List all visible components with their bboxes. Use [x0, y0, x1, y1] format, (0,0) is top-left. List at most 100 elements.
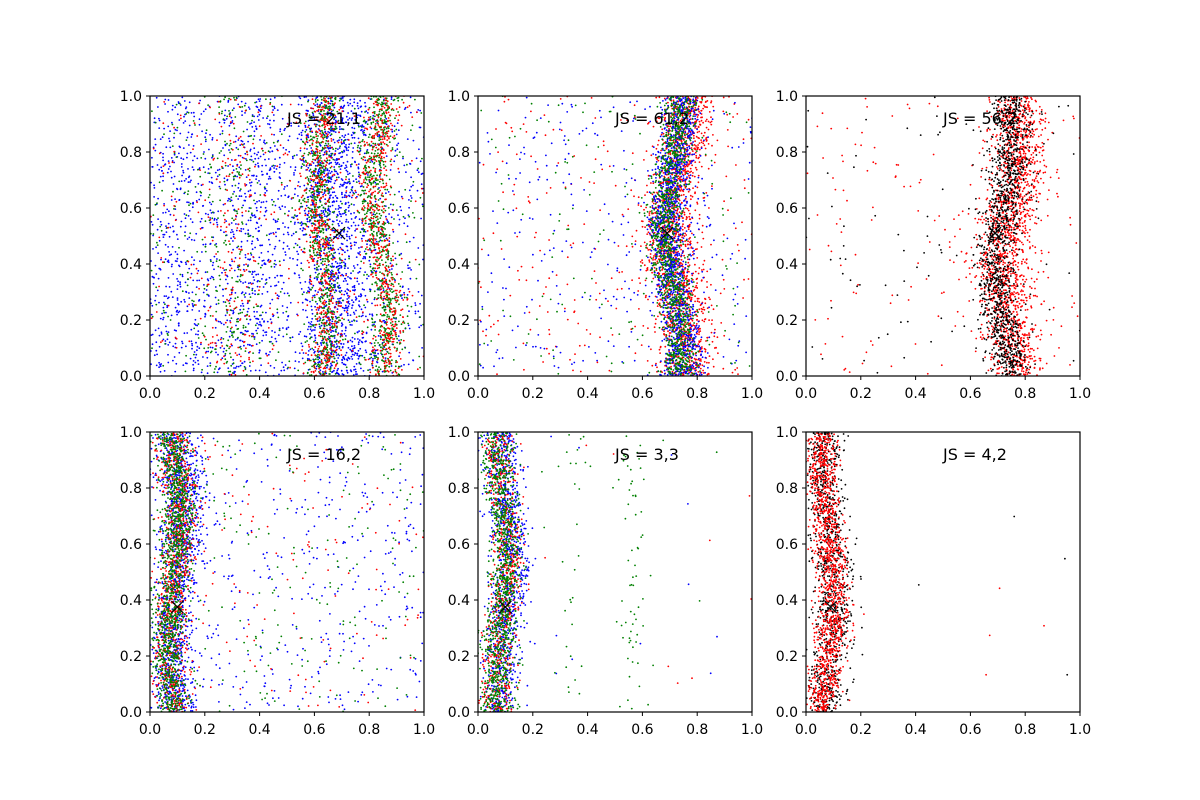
scatter-point — [276, 109, 279, 111]
scatter-point — [300, 104, 303, 106]
scatter-point — [322, 243, 325, 246]
scatter-point — [370, 98, 373, 100]
scatter-point — [186, 152, 189, 155]
scatter-point — [328, 368, 331, 371]
series-3 — [150, 96, 424, 376]
scatter-point — [316, 311, 319, 314]
scatter-point — [184, 281, 187, 284]
scatter-point — [156, 241, 158, 244]
scatter-point — [310, 371, 313, 373]
scatter-point — [183, 179, 186, 182]
scatter-point — [232, 336, 234, 338]
scatter-point — [396, 347, 398, 350]
scatter-point — [381, 314, 383, 317]
scatter-point — [234, 116, 237, 118]
scatter-point — [325, 253, 328, 256]
scatter-point — [358, 361, 361, 364]
scatter-point — [378, 113, 380, 116]
scatter-point — [398, 320, 400, 323]
scatter-point — [304, 126, 307, 128]
scatter-point — [229, 142, 232, 145]
scatter-point — [316, 229, 318, 232]
scatter-point — [340, 215, 342, 218]
scatter-point — [364, 101, 366, 104]
scatter-point — [324, 183, 326, 186]
scatter-point — [384, 329, 386, 332]
scatter-point — [350, 196, 353, 199]
scatter-point — [175, 310, 178, 313]
scatter-point — [251, 126, 254, 128]
scatter-point — [284, 206, 286, 208]
scatter-point — [299, 281, 302, 284]
scatter-point — [380, 103, 382, 106]
scatter-point — [283, 292, 286, 295]
scatter-point — [244, 102, 247, 105]
scatter-point — [186, 310, 189, 312]
scatter-point — [300, 131, 303, 134]
scatter-point — [374, 281, 377, 284]
scatter-point — [299, 122, 302, 125]
scatter-point — [359, 106, 362, 108]
scatter-point — [342, 140, 345, 142]
scatter-point — [317, 187, 319, 190]
scatter-point — [157, 327, 160, 330]
scatter-point — [316, 156, 319, 159]
scatter-point — [410, 111, 412, 114]
scatter-point — [255, 206, 258, 209]
scatter-point — [348, 255, 350, 257]
scatter-point — [247, 233, 250, 236]
scatter-point — [385, 253, 387, 256]
scatter-point — [233, 367, 235, 369]
scatter-point — [345, 218, 348, 221]
scatter-point — [364, 340, 367, 343]
scatter-point — [322, 371, 324, 373]
scatter-point — [307, 126, 309, 128]
scatter-point — [155, 96, 158, 99]
scatter-point — [160, 170, 163, 172]
scatter-point — [314, 224, 317, 227]
scatter-point — [213, 219, 216, 221]
scatter-point — [386, 221, 389, 224]
scatter-point — [326, 252, 328, 254]
scatter-point — [318, 297, 321, 300]
scatter-point — [353, 136, 356, 139]
scatter-point — [325, 360, 327, 363]
scatter-point — [256, 285, 259, 288]
scatter-point — [358, 211, 361, 214]
scatter-point — [368, 288, 371, 291]
scatter-point — [383, 119, 386, 121]
scatter-point — [363, 274, 365, 276]
scatter-point — [309, 241, 312, 244]
scatter-point — [299, 212, 301, 215]
scatter-point — [316, 364, 319, 366]
scatter-point — [341, 191, 343, 194]
scatter-point — [303, 161, 305, 163]
scatter-point — [168, 235, 171, 238]
scatter-point — [223, 154, 226, 157]
scatter-point — [371, 175, 373, 178]
scatter-point — [415, 277, 418, 280]
scatter-point — [224, 358, 227, 361]
scatter-point — [343, 309, 346, 312]
scatter-point — [364, 349, 367, 352]
scatter-point — [309, 175, 312, 178]
scatter-point — [325, 106, 327, 108]
scatter-point — [268, 340, 271, 343]
scatter-point — [409, 162, 411, 165]
scatter-point — [222, 147, 224, 149]
scatter-point — [206, 356, 209, 359]
scatter-point — [334, 97, 336, 100]
scatter-point — [343, 210, 346, 212]
scatter-point — [162, 212, 165, 214]
scatter-point — [239, 312, 242, 314]
scatter-point — [341, 253, 344, 256]
scatter-point — [396, 337, 398, 340]
scatter-point — [418, 355, 421, 358]
scatter-point — [336, 219, 338, 222]
scatter-point — [378, 139, 381, 142]
scatter-point — [361, 202, 364, 205]
scatter-point — [419, 196, 422, 199]
scatter-point — [369, 144, 371, 147]
scatter-point — [387, 252, 390, 255]
scatter-point — [186, 136, 189, 139]
